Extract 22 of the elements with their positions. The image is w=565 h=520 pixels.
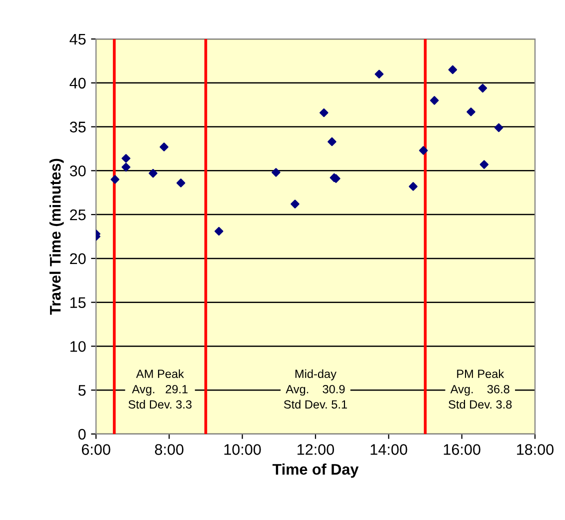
- y-tick-label: 30: [70, 166, 86, 176]
- annotation: PM Peak Avg. 36.8 Std Dev. 3.8: [448, 369, 512, 409]
- x-tick-label: 6:00: [82, 444, 110, 455]
- y-tick-label: 25: [70, 209, 86, 220]
- y-tick-label: 40: [70, 78, 86, 89]
- y-tick-label: 5: [78, 385, 86, 396]
- y-tick-label: 35: [70, 122, 86, 132]
- y-tick-label: 10: [70, 341, 86, 352]
- y-tick-label: 20: [70, 253, 86, 264]
- x-tick-label: 12:00: [298, 444, 334, 455]
- y-tick-label: 0: [78, 428, 86, 440]
- x-axis-title: Time of Day: [272, 464, 359, 478]
- x-tick-label: 10:00: [224, 444, 261, 455]
- y-tick-label: 45: [70, 34, 86, 45]
- x-tick-label: 8:00: [154, 444, 184, 455]
- x-tick-label: 16:00: [444, 444, 480, 455]
- annotation: AM Peak Avg. 29.1 Std Dev. 3.3: [128, 369, 192, 409]
- x-tick-label: 18:00: [517, 444, 554, 455]
- y-axis-title: Travel Time (minutes): [49, 158, 64, 315]
- x-tick-label: 14:00: [370, 444, 408, 455]
- y-tick-label: 15: [70, 297, 86, 308]
- annotation: Mid-day Avg. 30.9 Std Dev. 5.1: [284, 369, 347, 409]
